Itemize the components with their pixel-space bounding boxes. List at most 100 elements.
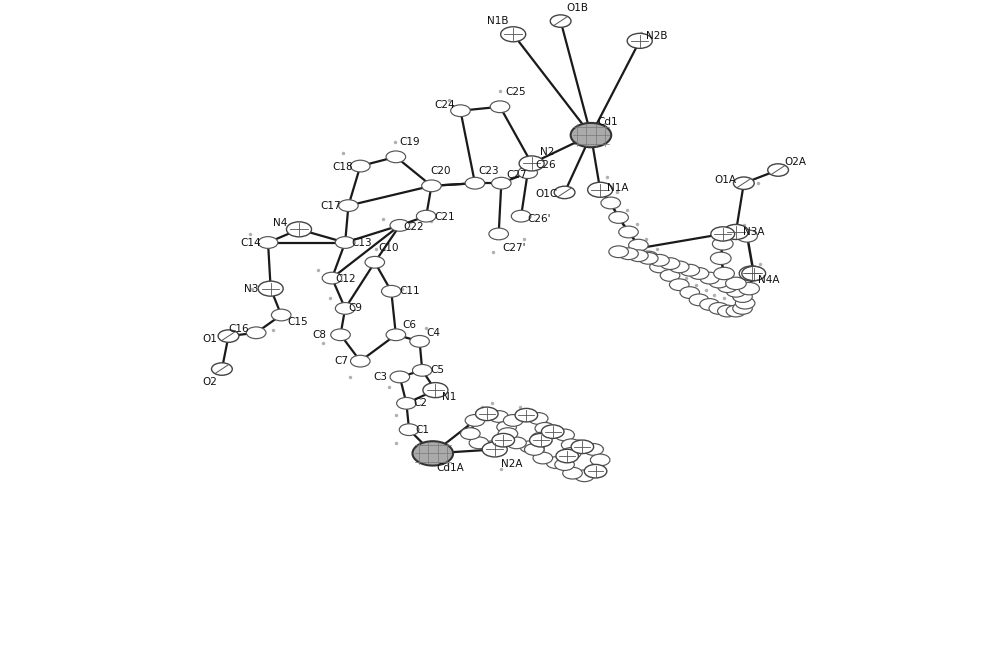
Ellipse shape [365,256,385,268]
Ellipse shape [399,424,419,436]
Ellipse shape [739,283,759,295]
Text: C15: C15 [288,316,308,327]
Ellipse shape [723,225,748,239]
Text: C11: C11 [399,286,420,297]
Text: N4: N4 [273,217,287,228]
Ellipse shape [700,272,719,284]
Ellipse shape [258,237,278,248]
Text: O1C: O1C [535,188,557,199]
Text: C18: C18 [333,162,353,173]
Ellipse shape [660,258,680,270]
Text: Cd1: Cd1 [598,117,618,127]
Ellipse shape [629,239,648,251]
Ellipse shape [629,250,648,262]
Ellipse shape [584,444,603,455]
Ellipse shape [735,297,755,309]
Ellipse shape [518,167,537,179]
Ellipse shape [416,210,436,222]
Text: C3: C3 [373,372,387,382]
Text: O1: O1 [202,334,217,345]
Ellipse shape [498,428,518,440]
Text: Cd1A: Cd1A [436,463,464,473]
Text: C5: C5 [430,365,444,376]
Ellipse shape [412,364,432,376]
Ellipse shape [588,183,613,197]
Text: C4: C4 [426,328,440,339]
Text: N1: N1 [442,391,456,402]
Ellipse shape [381,285,401,297]
Text: C9: C9 [348,303,362,314]
Ellipse shape [711,227,735,241]
Text: C7: C7 [334,356,348,366]
Ellipse shape [571,440,594,453]
Ellipse shape [423,383,448,397]
Ellipse shape [609,246,628,258]
Ellipse shape [519,156,544,171]
Ellipse shape [726,285,746,297]
Ellipse shape [386,151,406,163]
Text: C16: C16 [228,324,249,335]
Text: O2: O2 [202,377,217,387]
Ellipse shape [492,434,515,447]
Ellipse shape [465,177,485,189]
Ellipse shape [601,197,620,209]
Ellipse shape [733,177,754,189]
Ellipse shape [497,421,516,433]
Text: C8: C8 [313,330,327,340]
Ellipse shape [482,442,507,457]
Ellipse shape [390,219,410,231]
Ellipse shape [258,281,283,296]
Ellipse shape [669,261,689,273]
Text: O1A: O1A [714,175,736,185]
Ellipse shape [212,363,232,375]
Text: C13: C13 [352,237,372,248]
Ellipse shape [689,294,709,306]
Text: C6: C6 [402,320,416,330]
Ellipse shape [561,439,581,451]
Ellipse shape [638,252,658,264]
Ellipse shape [461,428,480,440]
Ellipse shape [726,225,746,237]
Ellipse shape [555,459,574,471]
Ellipse shape [563,467,582,479]
Ellipse shape [511,210,531,222]
Ellipse shape [492,177,511,189]
Ellipse shape [718,305,737,317]
Text: C27: C27 [507,170,527,181]
Ellipse shape [689,268,709,279]
Text: N3: N3 [244,283,259,294]
Ellipse shape [561,447,581,459]
Ellipse shape [575,470,594,482]
Ellipse shape [718,281,737,293]
Ellipse shape [680,287,700,299]
Ellipse shape [680,264,700,276]
Ellipse shape [331,329,350,341]
Ellipse shape [712,238,733,250]
Ellipse shape [390,371,410,383]
Ellipse shape [669,279,689,291]
Text: N2: N2 [540,146,554,157]
Ellipse shape [451,105,470,117]
Text: N2B: N2B [646,30,668,41]
Ellipse shape [339,200,358,212]
Ellipse shape [530,434,552,447]
Text: C21: C21 [434,212,455,223]
Ellipse shape [520,441,539,453]
Ellipse shape [541,425,564,438]
Text: C22: C22 [403,221,424,232]
Ellipse shape [501,27,526,42]
Text: C1: C1 [416,424,430,435]
Text: C14: C14 [240,237,261,248]
Ellipse shape [546,457,566,469]
Ellipse shape [535,422,555,434]
Ellipse shape [412,442,453,465]
Ellipse shape [638,251,658,263]
Ellipse shape [482,441,502,453]
Ellipse shape [733,291,752,302]
Ellipse shape [726,305,746,317]
Text: C24: C24 [434,100,455,111]
Text: C27': C27' [502,243,525,254]
Text: C19: C19 [399,137,420,148]
Ellipse shape [709,302,729,314]
Text: N2A: N2A [501,459,523,469]
